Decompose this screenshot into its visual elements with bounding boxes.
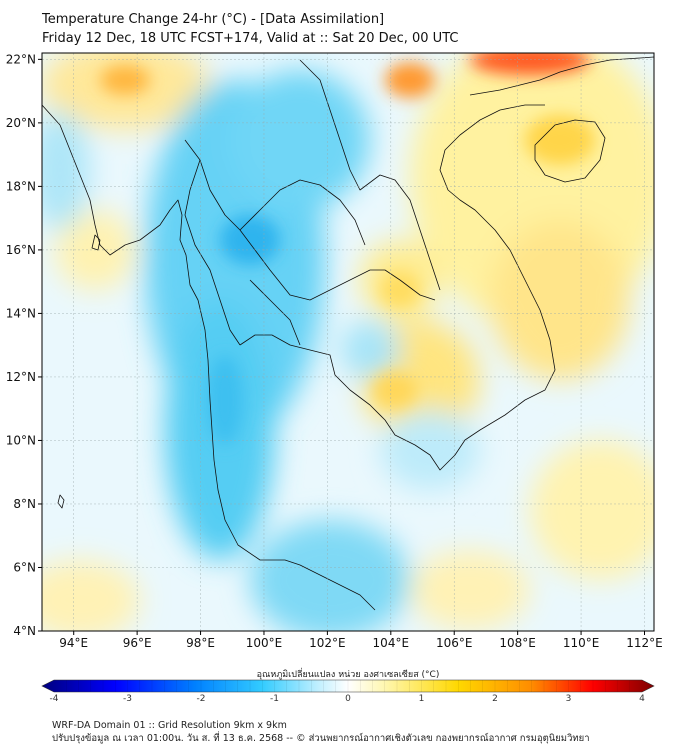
colorbar-tick-label: 3: [566, 694, 572, 704]
colorbar-tick-label: 0: [345, 694, 351, 704]
coastline-outline: [42, 56, 654, 611]
colorbar-steps: [66, 680, 630, 692]
lat-tick-label: 6°N: [13, 560, 36, 574]
lon-tick-label: 100°E: [246, 636, 283, 650]
colorbar: [41, 679, 655, 693]
colorbar-tick-label: -4: [50, 694, 59, 704]
colorbar-title: อุณหภูมิเปลี่ยนแปลง หน่วย องศาเซลเซียส (…: [257, 667, 440, 680]
temperature-field: [42, 53, 654, 631]
lon-tick-label: 108°E: [499, 636, 536, 650]
lon-tick-label: 102°E: [309, 636, 346, 650]
lat-tick-label: 8°N: [13, 497, 36, 511]
colorbar-ticks: -4 -3 -2 -1 0 1 2 3 4: [50, 694, 646, 704]
lon-tick-label: 94°E: [59, 636, 88, 650]
footer-credit: ปรับปรุงข้อมูล ณ เวลา 01:00น. วัน ส. ที่…: [52, 733, 590, 744]
lon-tick-label: 112°E: [626, 636, 663, 650]
chart-subtitle: Friday 12 Dec, 18 UTC FCST+174, Valid at…: [42, 31, 459, 46]
lat-tick-label: 10°N: [6, 433, 36, 447]
lon-tick-label: 110°E: [563, 636, 600, 650]
lon-tick-label: 96°E: [123, 636, 152, 650]
footer-model-info: WRF-DA Domain 01 :: Grid Resolution 9km …: [52, 720, 287, 731]
colorbar-tick-label: -3: [123, 694, 132, 704]
map-frame: [41, 52, 655, 632]
lon-tick-label: 106°E: [436, 636, 473, 650]
chart-title: Temperature Change 24-hr (°C) - [Data As…: [42, 12, 385, 27]
lat-tick-label: 18°N: [6, 179, 36, 193]
colorbar-tick-label: -1: [270, 694, 279, 704]
lat-tick-label: 16°N: [6, 243, 36, 257]
colorbar-tick-label: 1: [419, 694, 425, 704]
lon-tick-label: 104°E: [373, 636, 410, 650]
lat-tick-label: 20°N: [6, 116, 36, 130]
lat-tick-label: 22°N: [6, 52, 36, 66]
colorbar-tick-label: 2: [492, 694, 498, 704]
lat-tick-label: 14°N: [6, 306, 36, 320]
lat-tick-label: 4°N: [13, 624, 36, 638]
lon-tick-label: 98°E: [186, 636, 215, 650]
colorbar-tick-label: 4: [639, 694, 645, 704]
colorbar-tick-label: -2: [197, 694, 206, 704]
lat-tick-label: 12°N: [6, 370, 36, 384]
latitude-axis: 22°N 20°N 18°N 16°N 14°N 12°N 10°N 8°N 6°N 4°N: [6, 52, 42, 638]
longitude-axis: 94°E 96°E 98°E 100°E 102°E 104°E 106°E 108°E 110…: [59, 631, 663, 650]
